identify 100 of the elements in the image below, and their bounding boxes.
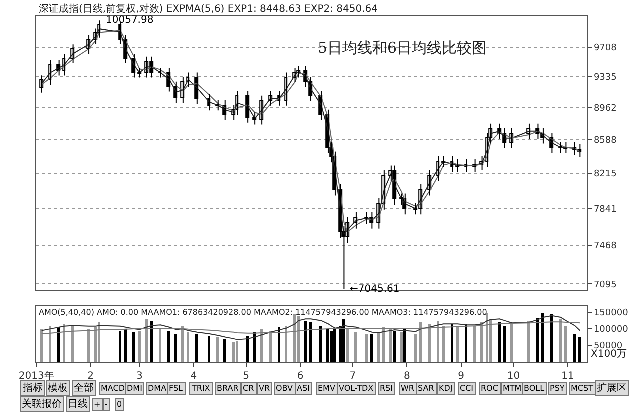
bar <box>510 324 514 362</box>
bar <box>354 332 358 362</box>
bar <box>224 339 227 362</box>
bar <box>394 331 397 362</box>
bar <box>120 331 122 362</box>
text: MTM <box>503 384 522 393</box>
y-tick-label: 150000 <box>594 308 629 319</box>
bar <box>536 318 540 362</box>
bar <box>246 336 250 362</box>
bar <box>286 326 288 362</box>
y-tick-label: 7841 <box>594 204 617 215</box>
bar <box>486 313 489 362</box>
bar <box>160 329 162 362</box>
bar <box>370 334 374 362</box>
bar <box>382 327 386 362</box>
bar <box>304 321 308 362</box>
y-tick-label: 7095 <box>594 280 617 290</box>
bar <box>474 326 477 362</box>
bar <box>366 334 369 362</box>
x-tick-label: 5 <box>243 371 250 382</box>
text: KDJ <box>439 384 453 393</box>
y-tick-label: 9335 <box>594 73 617 84</box>
y-tick-label: 100000 <box>594 325 629 336</box>
bar <box>236 341 239 362</box>
bar <box>438 321 440 362</box>
x-tick-label: 4 <box>190 371 198 382</box>
y-tick-label: 9708 <box>594 44 618 54</box>
bar <box>132 332 136 362</box>
text: EMV <box>318 384 336 393</box>
bar <box>298 316 301 362</box>
text: 全部 <box>74 382 94 394</box>
text: VR <box>259 384 270 393</box>
bar <box>466 324 468 362</box>
bar <box>260 329 264 362</box>
bar <box>456 326 460 362</box>
bar <box>310 322 313 362</box>
bar <box>542 313 545 362</box>
x-tick-label: 9 <box>458 371 465 382</box>
bar <box>342 319 346 362</box>
chart-title: AMO(5,40,40) AMO: 0.00 MAAMO1: 67863420928.00 MAAMO2: 114757943296.00 MAAMO3: 114757943296.00 <box>39 308 488 317</box>
text: BRAR <box>217 384 240 393</box>
bar <box>188 332 190 362</box>
text: VOL-TDX <box>339 384 374 393</box>
text: SAR <box>418 384 435 393</box>
text: + <box>94 400 101 409</box>
bar <box>182 326 185 362</box>
text: CR <box>243 384 255 393</box>
bar <box>138 331 142 362</box>
bar <box>330 331 334 362</box>
text: PSY <box>550 384 565 393</box>
y-tick-label: 8215 <box>594 170 617 180</box>
bar <box>270 331 273 362</box>
text: DMI <box>127 384 142 393</box>
bar <box>216 337 220 362</box>
bar <box>88 329 91 362</box>
text: 模板 <box>48 382 68 394</box>
bar <box>326 329 330 362</box>
bar <box>574 334 577 362</box>
annotation: 5日均线和6日均线比较图 <box>318 39 488 57</box>
text: TRIX <box>191 384 211 393</box>
x-tick-label: 6 <box>297 371 304 382</box>
text: MACD <box>101 384 125 393</box>
bar <box>560 319 563 362</box>
text: BOLL <box>524 384 546 393</box>
text: FSL <box>169 384 184 393</box>
bar <box>504 326 507 362</box>
bar <box>420 322 423 362</box>
x-tick-label: 8 <box>404 371 410 382</box>
y-tick-label: 7468 <box>594 242 618 252</box>
x-tick-label: 7 <box>350 371 356 382</box>
x-tick-label: 2013年 <box>18 370 54 382</box>
line-series <box>41 315 581 340</box>
line-series <box>41 322 581 334</box>
chart-title: 深证成指(日线,前复权,对数) EXPMA(5,6) EXP1: 8448.63 EXP2: 8450.64 <box>39 3 378 15</box>
bar <box>442 326 446 362</box>
text: DMA <box>148 384 168 393</box>
bar <box>404 329 407 362</box>
text: OBV <box>276 384 294 393</box>
annotation: 10057.98 <box>106 15 154 26</box>
bar <box>146 319 149 362</box>
bar <box>208 336 211 362</box>
text: X100万 <box>591 349 627 360</box>
bar <box>390 329 393 362</box>
bar <box>232 342 236 362</box>
bar <box>174 334 178 362</box>
bar <box>452 324 454 362</box>
x-tick-label: 3 <box>136 371 143 382</box>
y-tick-label: 8588 <box>594 136 618 146</box>
bar <box>414 334 418 362</box>
text: - <box>105 400 108 409</box>
bar <box>50 326 52 362</box>
text: MCST <box>571 384 594 393</box>
bar <box>58 327 61 362</box>
text: CCI <box>460 384 474 393</box>
x-tick-label: 2 <box>88 371 94 382</box>
text: ROC <box>481 384 499 393</box>
text: RSI <box>380 384 393 393</box>
text: 扩展区 <box>597 382 627 394</box>
text: 关联报价 <box>22 398 62 410</box>
bar <box>320 326 323 362</box>
